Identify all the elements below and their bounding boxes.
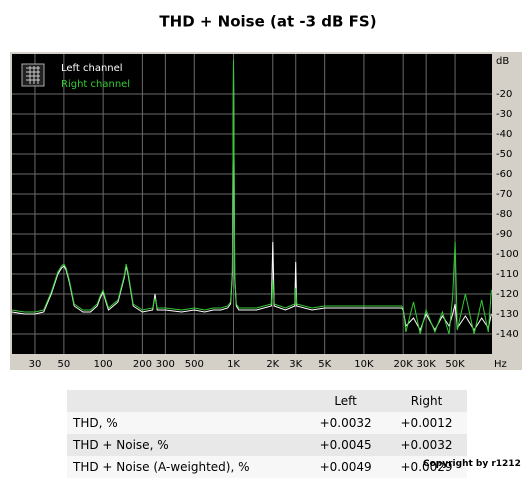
chart: THD + Noise (at -3 dB FS) Left channel R… [10,13,522,370]
table-row: THD, % +0.0032 +0.0012 [67,412,467,434]
copyright: Copyright by r1212 [423,459,521,469]
x-tick-label: 1K [227,359,240,370]
y-tick-label: -120 [496,289,519,300]
table-cell: THD + Noise, % [73,438,169,452]
y-tick-label: -40 [496,129,512,140]
x-tick-label: 300 [156,359,175,370]
y-tick-label: -130 [496,309,519,320]
y-tick-label: -110 [496,269,519,280]
chart-title: THD + Noise (at -3 dB FS) [159,13,376,31]
legend-entry: Left channel [61,63,123,74]
x-tick-label: 100 [94,359,113,370]
table-cell: +0.0012 [400,416,453,430]
series-line [11,59,492,335]
table-header: Left Right [67,390,467,412]
results-table: Left Right THD, % +0.0032 +0.0012 THD + Nois… [67,390,467,478]
column-header: Right [410,394,443,408]
x-tick-label: 3K [289,359,302,370]
y-tick-label: -90 [496,229,512,240]
table-cell: +0.0032 [400,438,453,452]
x-tick-label: 10K [354,359,374,370]
y-tick-label: -30 [496,109,512,120]
table-cell: THD, % [73,416,118,430]
x-tick-label: 2K [266,359,279,370]
table-cell: +0.0045 [319,438,372,452]
grid [12,54,492,354]
table-row: THD + Noise (A-weighted), % +0.0049 +0.002… [67,456,467,478]
legend-icon [21,63,45,87]
x-tick-label: 500 [185,359,204,370]
x-axis-label: Hz [494,359,507,370]
y-axis-label: dB [496,56,509,67]
x-tick-label: 50 [58,359,71,370]
x-tick-label: 5K [318,359,331,370]
table-cell: THD + Noise (A-weighted), % [73,460,250,474]
plot-area [12,54,492,354]
y-tick-label: -50 [496,149,512,160]
x-tick-label: 50K [445,359,465,370]
table-row: THD + Noise, % +0.0045 +0.0032 [67,434,467,456]
x-tick-label: 30K [416,359,436,370]
table-cell: +0.0029 [400,460,453,474]
y-tick-label: -70 [496,189,512,200]
y-tick-label: -140 [496,329,519,340]
lines [11,59,492,335]
legend-entry: Right channel [61,79,130,90]
table-cell: +0.0032 [319,416,372,430]
table-cell: +0.0049 [319,460,372,474]
column-header: Left [334,394,357,408]
y-tick-label: -80 [496,209,512,220]
x-tick-label: 30 [29,359,42,370]
y-tick-label: -100 [496,249,519,260]
y-tick-label: -60 [496,169,512,180]
x-tick-label: 200 [133,359,152,370]
x-tick-label: 20K [394,359,414,370]
y-tick-label: -20 [496,89,512,100]
